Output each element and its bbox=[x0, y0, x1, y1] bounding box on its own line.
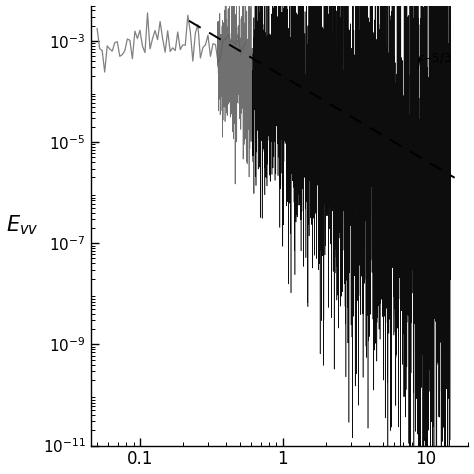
Text: $f^{-5/3}$: $f^{-5/3}$ bbox=[415, 54, 452, 74]
Y-axis label: $E_{vv}$: $E_{vv}$ bbox=[6, 214, 38, 237]
